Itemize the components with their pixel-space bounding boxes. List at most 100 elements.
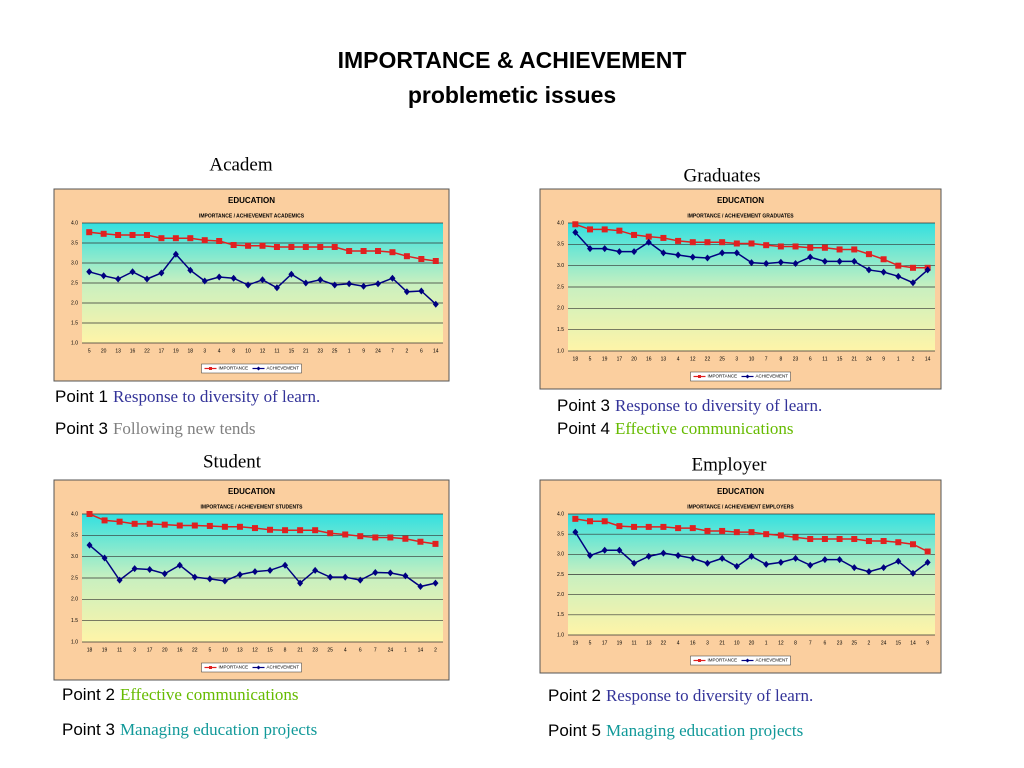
marker-diamond [777, 258, 784, 266]
marker-diamond [86, 268, 93, 276]
marker-square [895, 262, 902, 269]
marker-diamond [601, 546, 608, 554]
marker-diamond [176, 561, 183, 569]
x-tick-label: 1 [897, 356, 900, 362]
x-tick-label: 4 [218, 348, 221, 354]
marker-square [763, 242, 770, 249]
note-text: Response to diversity of learn. [113, 387, 320, 406]
legend-marker [209, 666, 212, 669]
x-tick-label: 9 [882, 356, 885, 362]
marker-square [158, 235, 165, 242]
y-tick-label: 2.0 [71, 300, 78, 306]
legend-label: IMPORTANCE [708, 374, 738, 379]
marker-diamond [821, 556, 828, 564]
marker-diamond [131, 565, 138, 573]
marker-square [187, 235, 194, 242]
y-tick-label: 1.0 [557, 348, 564, 354]
x-tick-label: 6 [809, 356, 812, 362]
marker-diamond [327, 573, 334, 581]
panel-heading: Graduates [683, 165, 760, 186]
x-tick-label: 7 [765, 356, 768, 362]
legend-box [201, 363, 302, 374]
marker-square [251, 525, 258, 532]
chart-subtitle: IMPORTANCE / ACHIEVEMENT ACADEMICS [199, 213, 305, 219]
marker-diamond [360, 282, 367, 290]
y-tick-label: 3.5 [557, 531, 564, 537]
marker-diamond [417, 583, 424, 591]
marker-diamond [230, 274, 237, 282]
marker-diamond [375, 280, 382, 288]
marker-diamond [924, 266, 931, 274]
x-tick-label: 10 [222, 647, 228, 653]
x-tick-label: 5 [589, 356, 592, 362]
marker-square [763, 531, 770, 538]
note: Point 2 Response to diversity of learn. [548, 686, 813, 706]
x-tick-label: 7 [374, 647, 377, 653]
marker-diamond [572, 228, 579, 236]
marker-square [704, 239, 711, 246]
x-tick-label: 15 [289, 348, 295, 354]
note-text: Managing education projects [120, 720, 317, 739]
marker-diamond [601, 245, 608, 253]
legend-label: IMPORTANCE [219, 665, 249, 670]
note: Point 4 Effective communications [557, 419, 794, 439]
x-tick-label: 5 [88, 348, 91, 354]
note: Point 1 Response to diversity of learn. [55, 387, 320, 407]
x-tick-label: 19 [102, 647, 108, 653]
marker-diamond [895, 557, 902, 565]
marker-square [895, 539, 902, 546]
x-tick-label: 2 [912, 356, 915, 362]
y-tick-label: 3.5 [71, 533, 78, 539]
x-tick-label: 23 [317, 348, 323, 354]
marker-diamond [273, 284, 280, 292]
marker-diamond [297, 579, 304, 587]
marker-square [230, 242, 237, 248]
x-tick-label: 11 [631, 640, 636, 646]
marker-diamond [587, 552, 594, 560]
note-text: Response to diversity of learn. [615, 396, 822, 415]
x-tick-label: 24 [881, 640, 887, 646]
x-tick-label: 22 [661, 640, 667, 646]
marker-square [143, 232, 150, 238]
marker-square [346, 248, 353, 254]
x-tick-label: 22 [144, 348, 150, 354]
marker-diamond [201, 277, 208, 285]
marker-square [572, 221, 579, 228]
x-tick-label: 13 [115, 348, 121, 354]
marker-diamond [389, 274, 396, 282]
chart: EDUCATION IMPORTANCE / ACHIEVEMENT GRADUA… [539, 188, 942, 390]
marker-square [851, 536, 858, 543]
marker-diamond [116, 576, 123, 584]
marker-diamond [206, 575, 213, 583]
marker-square [216, 238, 223, 244]
x-tick-label: 15 [837, 356, 843, 362]
marker-diamond [880, 564, 887, 572]
slide-subtitle: problemetic issues [408, 82, 616, 108]
marker-square [924, 548, 931, 555]
chart: EDUCATION IMPORTANCE / ACHIEVEMENT STUDEN… [53, 479, 450, 681]
note-point: Point 3 [55, 419, 108, 438]
marker-diamond [924, 558, 931, 566]
marker-diamond [143, 275, 150, 283]
marker-diamond [161, 570, 168, 578]
marker-diamond [777, 558, 784, 566]
x-tick-label: 15 [896, 640, 902, 646]
marker-diamond [346, 280, 353, 288]
marker-square [267, 526, 274, 533]
marker-square [418, 256, 425, 262]
marker-square [131, 520, 138, 527]
x-tick-label: 5 [208, 647, 211, 653]
marker-square [312, 527, 319, 534]
panel-heading: Employer [692, 454, 768, 475]
marker-diamond [660, 549, 667, 557]
x-tick-label: 21 [297, 647, 303, 653]
marker-square [675, 525, 682, 532]
x-tick-label: 3 [203, 348, 206, 354]
marker-diamond [704, 559, 711, 567]
x-tick-label: 9 [926, 640, 929, 646]
marker-square [675, 237, 682, 244]
legend-marker [256, 366, 261, 371]
marker-diamond [616, 546, 623, 554]
x-tick-label: 8 [284, 647, 287, 653]
chart-title: EDUCATION [717, 196, 764, 205]
